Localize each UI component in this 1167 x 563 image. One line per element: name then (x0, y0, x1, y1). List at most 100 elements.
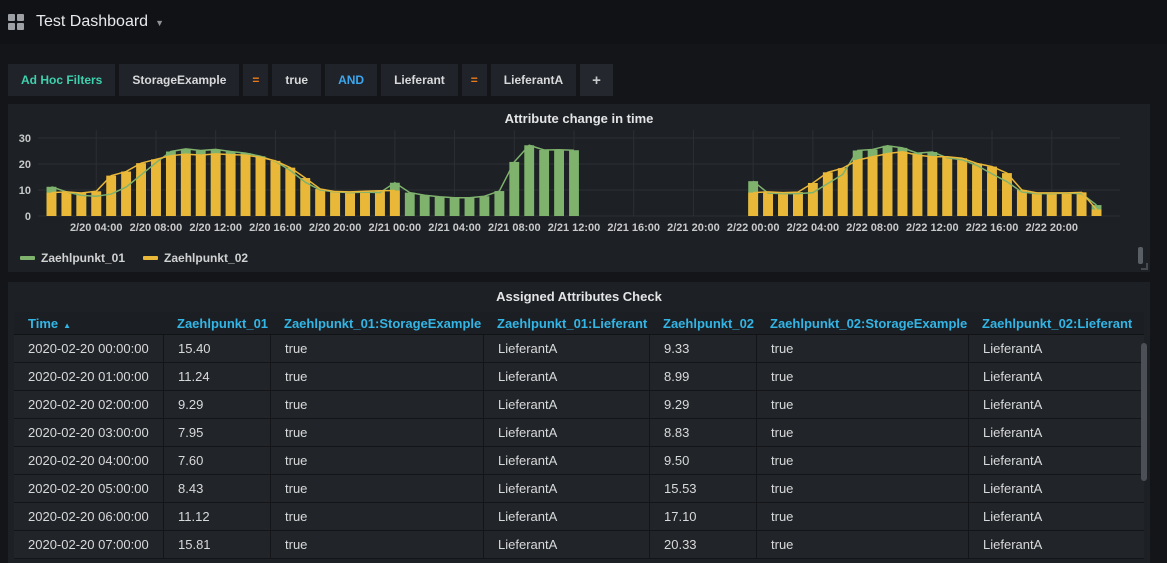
table-cell: LieferantA (968, 447, 1142, 474)
legend-item-Zaehlpunkt_02[interactable]: Zaehlpunkt_02 (143, 251, 248, 265)
table-cell: 8.83 (649, 419, 756, 446)
legend-swatch (20, 256, 35, 260)
table-panel-title[interactable]: Assigned Attributes Check (496, 289, 662, 304)
table-row: 2020-02-20 07:00:00 15.81 true LieferantA 20… (14, 531, 1144, 559)
time-series-chart[interactable]: 0 10 20 30 2/20 04:00 2/20 08:00 2/20 12:00 2/2… (8, 130, 1144, 242)
dashboard-title-dropdown[interactable]: Test Dashboard ▼ (36, 13, 164, 31)
chart-panel-title[interactable]: Attribute change in time (504, 111, 654, 126)
x-axis-label: 2/21 04:00 (428, 222, 481, 234)
bar-Zaehlpunkt_02 (942, 156, 953, 216)
table-cell: true (270, 419, 483, 446)
dashboard-title: Test Dashboard (36, 13, 149, 30)
table-cell: LieferantA (968, 475, 1142, 502)
table-cell: 7.60 (163, 447, 270, 474)
line-Zaehlpunkt_01 (51, 144, 575, 199)
table-cell: LieferantA (483, 419, 649, 446)
column-header-zaehlpunkt-02-storageexample[interactable]: Zaehlpunkt_02:StorageExample (756, 316, 968, 331)
column-header-zaehlpunkt-01-storageexample[interactable]: Zaehlpunkt_01:StorageExample (270, 316, 483, 331)
grid-square (8, 14, 15, 21)
bar-Zaehlpunkt_02 (270, 160, 281, 216)
table-cell: 11.12 (163, 503, 270, 530)
panel-resize-handle[interactable] (1141, 263, 1148, 270)
bar-Zaehlpunkt_02 (778, 192, 788, 216)
table-cell: 2020-02-20 02:00:00 (28, 397, 149, 412)
line-Zaehlpunkt_02 (51, 153, 395, 194)
attributes-table: Time ▲ Zaehlpunkt_01 Zaehlpunkt_01:StorageE… (14, 312, 1144, 559)
filter-segment-value[interactable]: true (272, 64, 322, 96)
table-cell: 20.33 (649, 531, 756, 558)
table-cell: 2020-02-20 04:00:00 (28, 453, 149, 468)
table-cell: LieferantA (483, 503, 649, 530)
column-header-zaehlpunkt-01-lieferant[interactable]: Zaehlpunkt_01:Lieferant (483, 316, 649, 331)
legend-item-Zaehlpunkt_01[interactable]: Zaehlpunkt_01 (20, 251, 125, 265)
column-header-zaehlpunkt-01[interactable]: Zaehlpunkt_01 (163, 316, 270, 331)
table-cell: 2020-02-20 05:00:00 (28, 481, 149, 496)
column-header-label: Zaehlpunkt_02 (663, 315, 755, 331)
legend-label: Zaehlpunkt_01 (41, 251, 126, 265)
filter-segment-operator[interactable]: = (243, 64, 269, 96)
table-cell: true (756, 391, 968, 418)
filter-segment-operator[interactable]: = (461, 64, 487, 96)
bar-Zaehlpunkt_01 (434, 196, 445, 216)
column-header-label: Time (28, 315, 59, 331)
table-cell: LieferantA (483, 391, 649, 418)
table-cell: LieferantA (968, 363, 1142, 390)
bar-Zaehlpunkt_02 (225, 154, 236, 216)
x-axis-label: 2/20 12:00 (189, 222, 242, 234)
bar-Zaehlpunkt_02 (46, 192, 57, 216)
table-cell: LieferantA (483, 531, 649, 558)
table-row: 2020-02-20 05:00:00 8.43 true LieferantA 15.… (14, 475, 1144, 503)
bar-Zaehlpunkt_02 (793, 192, 803, 216)
table-cell: 11.24 (163, 363, 270, 390)
table-cell: LieferantA (968, 503, 1142, 530)
bar-Zaehlpunkt_02 (807, 182, 818, 216)
bar-Zaehlpunkt_02 (1091, 209, 1102, 216)
filter-segment-condition[interactable]: AND (325, 64, 378, 96)
y-axis-label: 0 (25, 211, 31, 223)
filter-segment-key[interactable]: Lieferant (381, 64, 458, 96)
table-cell: true (756, 475, 968, 502)
bar-Zaehlpunkt_02 (763, 191, 774, 216)
table-cell: true (270, 363, 483, 390)
x-axis-label: 2/20 20:00 (309, 222, 362, 234)
bar-Zaehlpunkt_02 (61, 191, 72, 216)
y-axis-label: 10 (19, 185, 31, 197)
table-cell: LieferantA (483, 335, 649, 362)
bar-Zaehlpunkt_02 (837, 168, 848, 216)
y-axis-label: 20 (19, 159, 31, 171)
table-cell: true (270, 475, 483, 502)
table-row: 2020-02-20 01:00:00 11.24 true LieferantA 8.… (14, 363, 1144, 391)
bar-Zaehlpunkt_02 (882, 153, 893, 216)
table-cell: true (270, 447, 483, 474)
table-panel: Assigned Attributes Check Time ▲ Zaehlpunk… (8, 282, 1150, 563)
grid-square (8, 23, 15, 30)
bar-Zaehlpunkt_01 (404, 192, 415, 216)
table-cell: 15.40 (163, 335, 270, 362)
table-cell: 2020-02-20 03:00:00 (28, 425, 149, 440)
bar-Zaehlpunkt_02 (927, 156, 938, 216)
bar-Zaehlpunkt_01 (419, 195, 430, 216)
bar-Zaehlpunkt_02 (330, 191, 341, 216)
column-header-label: Zaehlpunkt_01:Lieferant (497, 315, 648, 331)
table-scrollbar-thumb[interactable] (1141, 343, 1147, 481)
filter-segment-value[interactable]: LieferantA (490, 64, 577, 96)
bar-Zaehlpunkt_02 (285, 167, 296, 216)
apps-grid-icon[interactable] (8, 14, 24, 30)
table-cell: 7.95 (163, 419, 270, 446)
table-cell: 2020-02-20 06:00:00 (28, 509, 149, 524)
panel-scrollbar-thumb[interactable] (1138, 247, 1143, 264)
column-header-time[interactable]: Time ▲ (14, 316, 163, 331)
column-header-zaehlpunkt-02[interactable]: Zaehlpunkt_02 (649, 316, 756, 331)
chart-legend: Zaehlpunkt_01 Zaehlpunkt_02 (20, 251, 248, 265)
table-cell: true (270, 335, 483, 362)
bar-Zaehlpunkt_02 (91, 191, 102, 216)
bar-Zaehlpunkt_02 (1002, 173, 1012, 216)
add-filter-button[interactable]: + (580, 64, 613, 96)
x-axis-label: 2/22 16:00 (966, 222, 1019, 234)
table-cell: 15.81 (163, 531, 270, 558)
filter-segment-key[interactable]: StorageExample (119, 64, 240, 96)
column-header-zaehlpunkt-02-lieferant[interactable]: Zaehlpunkt_02:Lieferant (968, 316, 1142, 331)
bar-Zaehlpunkt_02 (136, 163, 146, 216)
x-axis-label: 2/20 04:00 (70, 222, 123, 234)
x-axis-label: 2/21 20:00 (667, 222, 720, 234)
